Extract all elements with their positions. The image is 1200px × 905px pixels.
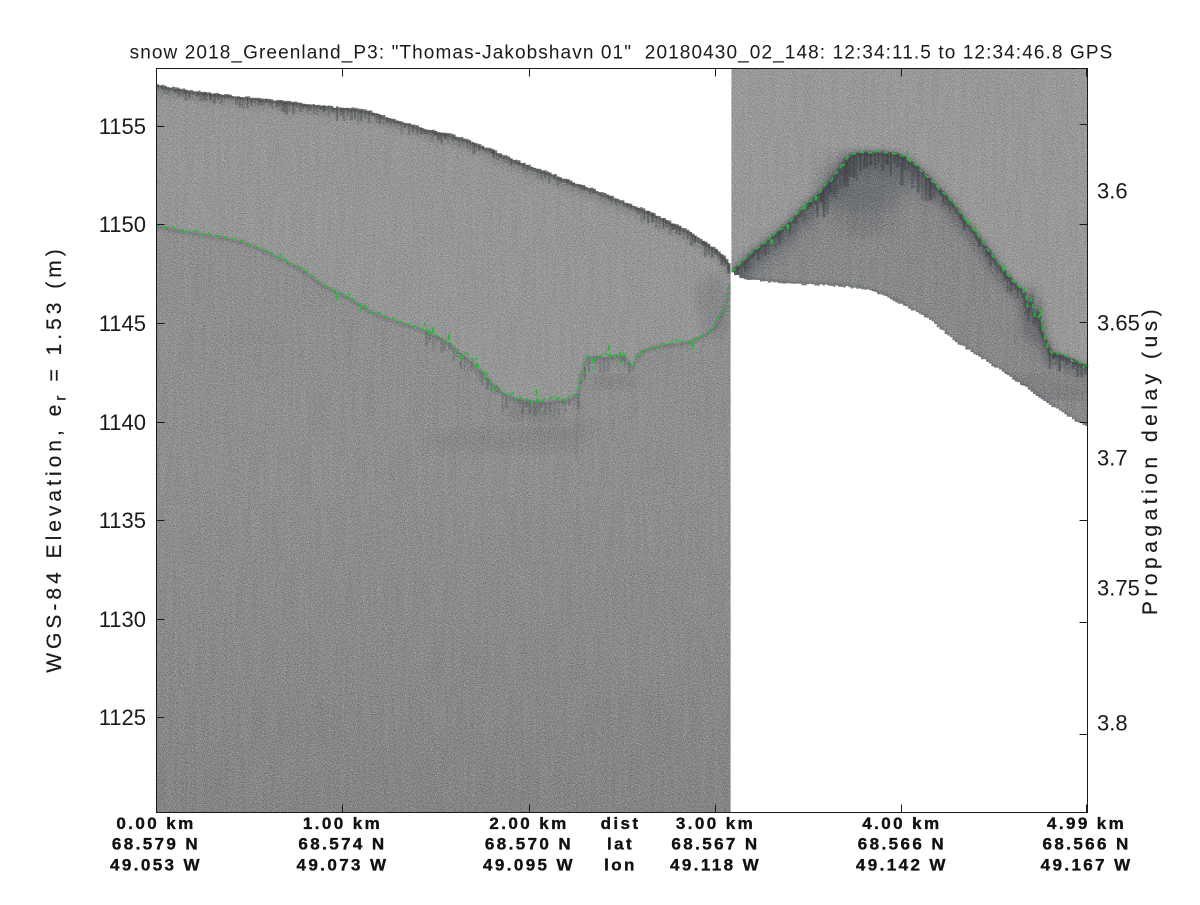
svg-text:1125: 1125	[99, 705, 146, 730]
svg-text:68.567 N: 68.567 N	[671, 835, 759, 854]
svg-text:4.00 km: 4.00 km	[862, 814, 941, 833]
svg-text:3.65: 3.65	[1097, 311, 1140, 336]
svg-text:49.118 W: 49.118 W	[670, 855, 761, 874]
svg-text:3.75: 3.75	[1097, 576, 1140, 601]
svg-text:49.095 W: 49.095 W	[483, 855, 575, 874]
svg-text:68.579 N: 68.579 N	[112, 835, 200, 854]
svg-text:1.00 km: 1.00 km	[303, 814, 382, 833]
svg-text:68.570 N: 68.570 N	[485, 835, 573, 854]
svg-text:1150: 1150	[99, 212, 146, 237]
svg-text:snow 2018_Greenland_P3: "Thoma: snow 2018_Greenland_P3: "Thomas-Jakobsha…	[130, 43, 1114, 64]
svg-text:4.99 km: 4.99 km	[1047, 814, 1126, 833]
svg-text:0.00 km: 0.00 km	[116, 814, 195, 833]
svg-text:3.8: 3.8	[1097, 711, 1128, 736]
svg-text:3.7: 3.7	[1097, 446, 1128, 471]
svg-text:68.566 N: 68.566 N	[1042, 835, 1130, 854]
svg-text:1135: 1135	[99, 508, 146, 533]
svg-text:1140: 1140	[99, 410, 146, 435]
svg-text:dist: dist	[601, 814, 641, 833]
svg-text:1155: 1155	[99, 114, 146, 139]
svg-text:lon: lon	[604, 855, 637, 874]
svg-text:1145: 1145	[99, 311, 146, 336]
svg-text:Propagation delay (us): Propagation delay (us)	[1139, 305, 1162, 615]
svg-text:1130: 1130	[99, 607, 146, 632]
svg-text:WGS-84 Elevation, er = 1.53 (m: WGS-84 Elevation, er = 1.53 (m)	[43, 245, 70, 673]
svg-text:3.00 km: 3.00 km	[676, 814, 755, 833]
svg-text:68.566 N: 68.566 N	[858, 835, 946, 854]
svg-text:49.073 W: 49.073 W	[297, 855, 389, 874]
svg-text:49.167 W: 49.167 W	[1041, 855, 1133, 874]
svg-text:3.6: 3.6	[1097, 179, 1128, 204]
svg-text:2.00 km: 2.00 km	[489, 814, 568, 833]
svg-text:49.053 W: 49.053 W	[110, 855, 202, 874]
svg-text:49.142 W: 49.142 W	[856, 855, 948, 874]
svg-text:68.574 N: 68.574 N	[298, 835, 386, 854]
svg-text:lat: lat	[607, 835, 634, 854]
